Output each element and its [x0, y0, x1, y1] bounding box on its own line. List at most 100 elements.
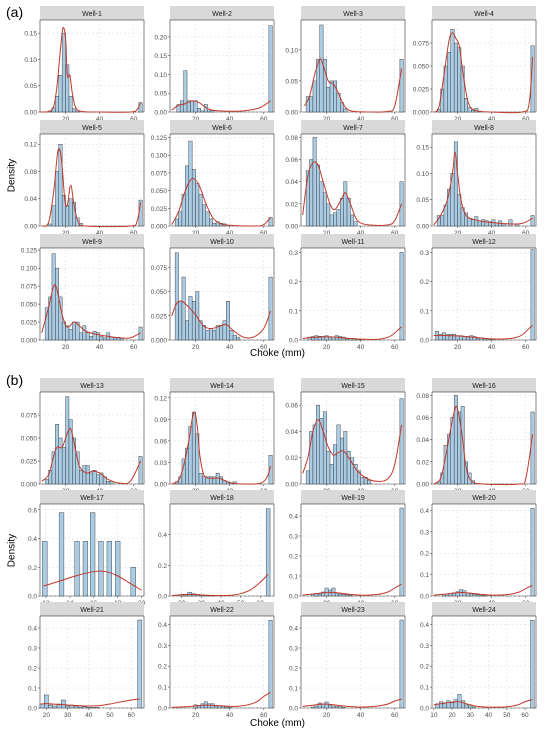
facet-title: Well-13 — [80, 383, 104, 390]
y-tick-label: 0.0 — [28, 594, 37, 601]
y-tick-label: 0.075 — [21, 413, 38, 420]
x-tick-label: 40 — [357, 230, 365, 237]
facet-24: Well-24 0.0 0.1 0.2 0.3 0.4 10 20 30 40 50 60 — [420, 602, 537, 719]
x-tick-label: 20 — [62, 344, 70, 351]
histogram-bar — [174, 218, 179, 227]
y-tick-label: 0.04 — [285, 429, 298, 436]
y-tick-label: 0.025 — [151, 206, 168, 213]
x-tick-label: 50 — [106, 712, 114, 719]
histogram-bar — [195, 183, 200, 227]
y-tick-label: 0.10 — [154, 72, 167, 79]
histogram-bar — [58, 437, 63, 485]
histogram-bar — [65, 64, 70, 113]
y-tick-label: 0.025 — [413, 87, 430, 94]
x-tick-label: 60 — [522, 344, 530, 351]
facet-7: Well-7 0.00 0.02 0.04 0.06 0.08 20 40 60 — [285, 120, 406, 237]
x-tick-label: 40 — [357, 116, 365, 123]
histogram-bar — [207, 110, 212, 113]
histogram-bar — [338, 706, 343, 709]
histogram-bar — [232, 334, 237, 341]
x-tick-label: 40 — [488, 344, 496, 351]
y-tick-label: 0.2 — [28, 666, 37, 673]
histogram-bar — [345, 338, 349, 341]
histogram-bar — [181, 276, 186, 341]
y-tick-label: 0.04 — [285, 179, 298, 186]
density-curve — [303, 58, 403, 113]
y-tick-label: 0.08 — [24, 169, 37, 176]
density-curve — [43, 570, 142, 591]
y-tick-label: 0.0 — [158, 594, 167, 601]
density-curve — [302, 419, 403, 482]
histogram-bar — [399, 507, 404, 597]
histogram-bar — [464, 704, 469, 709]
histogram-bar — [343, 181, 348, 227]
histogram-bar — [343, 431, 348, 485]
histogram-bar — [209, 328, 213, 341]
x-tick-label: 20 — [323, 116, 331, 123]
y-tick-label: 0.0 — [420, 594, 429, 601]
y-tick-label: 0.1 — [420, 308, 429, 315]
x-tick-label: 60 — [128, 712, 136, 719]
histogram-bar — [350, 214, 355, 227]
y-tick-label: 0.08 — [285, 135, 298, 142]
facet-title: Well-14 — [210, 383, 234, 390]
histogram-bar — [329, 464, 334, 485]
histogram-bar — [348, 595, 353, 597]
facet-3: Well-3 0.00 0.05 0.10 20 40 60 — [285, 6, 406, 123]
x-tick-label: 40 — [488, 230, 496, 237]
y-tick-label: 0.00 — [24, 224, 37, 231]
y-tick-label: 0.08 — [416, 393, 429, 400]
y-tick-label: 0.09 — [154, 417, 167, 424]
facet-title: Well-16 — [472, 383, 496, 390]
y-tick-label: 0.05 — [285, 78, 298, 85]
y-tick-label: 0.2 — [420, 551, 429, 558]
facet-title: Well-20 — [472, 495, 496, 502]
histogram-bar — [195, 433, 200, 485]
facet-strip — [432, 490, 536, 504]
facet-title: Well-11 — [341, 239, 364, 246]
y-tick-label: 0.075 — [21, 284, 38, 291]
x-tick-label: 20 — [192, 712, 200, 719]
histogram-bar — [530, 215, 535, 227]
facet-4: Well-4 0.000 0.025 0.050 0.075 20 40 60 — [413, 6, 537, 123]
histogram-bar — [94, 707, 100, 709]
x-tick-label: 40 — [226, 230, 234, 237]
histogram-bar — [55, 96, 59, 113]
y-tick-label: 0.075 — [151, 170, 168, 177]
facet-6: Well-6 0.000 0.025 0.050 0.075 0.100 0.125 20 40… — [151, 120, 275, 237]
histogram-bar — [340, 102, 344, 113]
facet-11: Well-11 0.0 0.1 0.2 0.3 20 40 60 — [289, 234, 406, 351]
histogram-bar — [268, 455, 273, 485]
y-tick-label: 0.00 — [416, 224, 429, 231]
histogram-bar — [333, 212, 338, 227]
histogram-bar — [58, 512, 65, 597]
histogram-bar — [326, 450, 331, 485]
x-tick-label: 30 — [467, 712, 475, 719]
histogram-bar — [341, 707, 346, 709]
histogram-bar — [68, 96, 73, 113]
histogram-bar — [343, 108, 348, 113]
histogram-bar — [450, 702, 455, 709]
histogram-bar — [68, 329, 73, 341]
facet-strip — [432, 378, 536, 392]
y-tick-label: 0.050 — [151, 289, 168, 296]
x-tick-label: 40 — [96, 116, 104, 123]
facet-title: Well-9 — [82, 239, 102, 246]
histogram-bar — [468, 705, 473, 709]
histogram-bar — [469, 335, 474, 341]
histogram-bar — [85, 332, 90, 341]
y-tick-label: 0.10 — [24, 57, 37, 64]
y-tick-label: 0.12 — [24, 142, 37, 149]
histogram-bar — [222, 320, 227, 341]
histogram-bar — [99, 336, 104, 341]
facet-strip — [170, 490, 274, 504]
histogram-bar — [360, 477, 365, 485]
histogram-bar — [312, 424, 317, 485]
x-tick-label: 40 — [96, 344, 104, 351]
histogram-bar — [75, 451, 80, 485]
histogram-bar — [197, 108, 201, 113]
density-curve — [171, 177, 271, 227]
histogram-bar — [314, 705, 319, 709]
y-tick-label: 0.0 — [158, 706, 167, 713]
